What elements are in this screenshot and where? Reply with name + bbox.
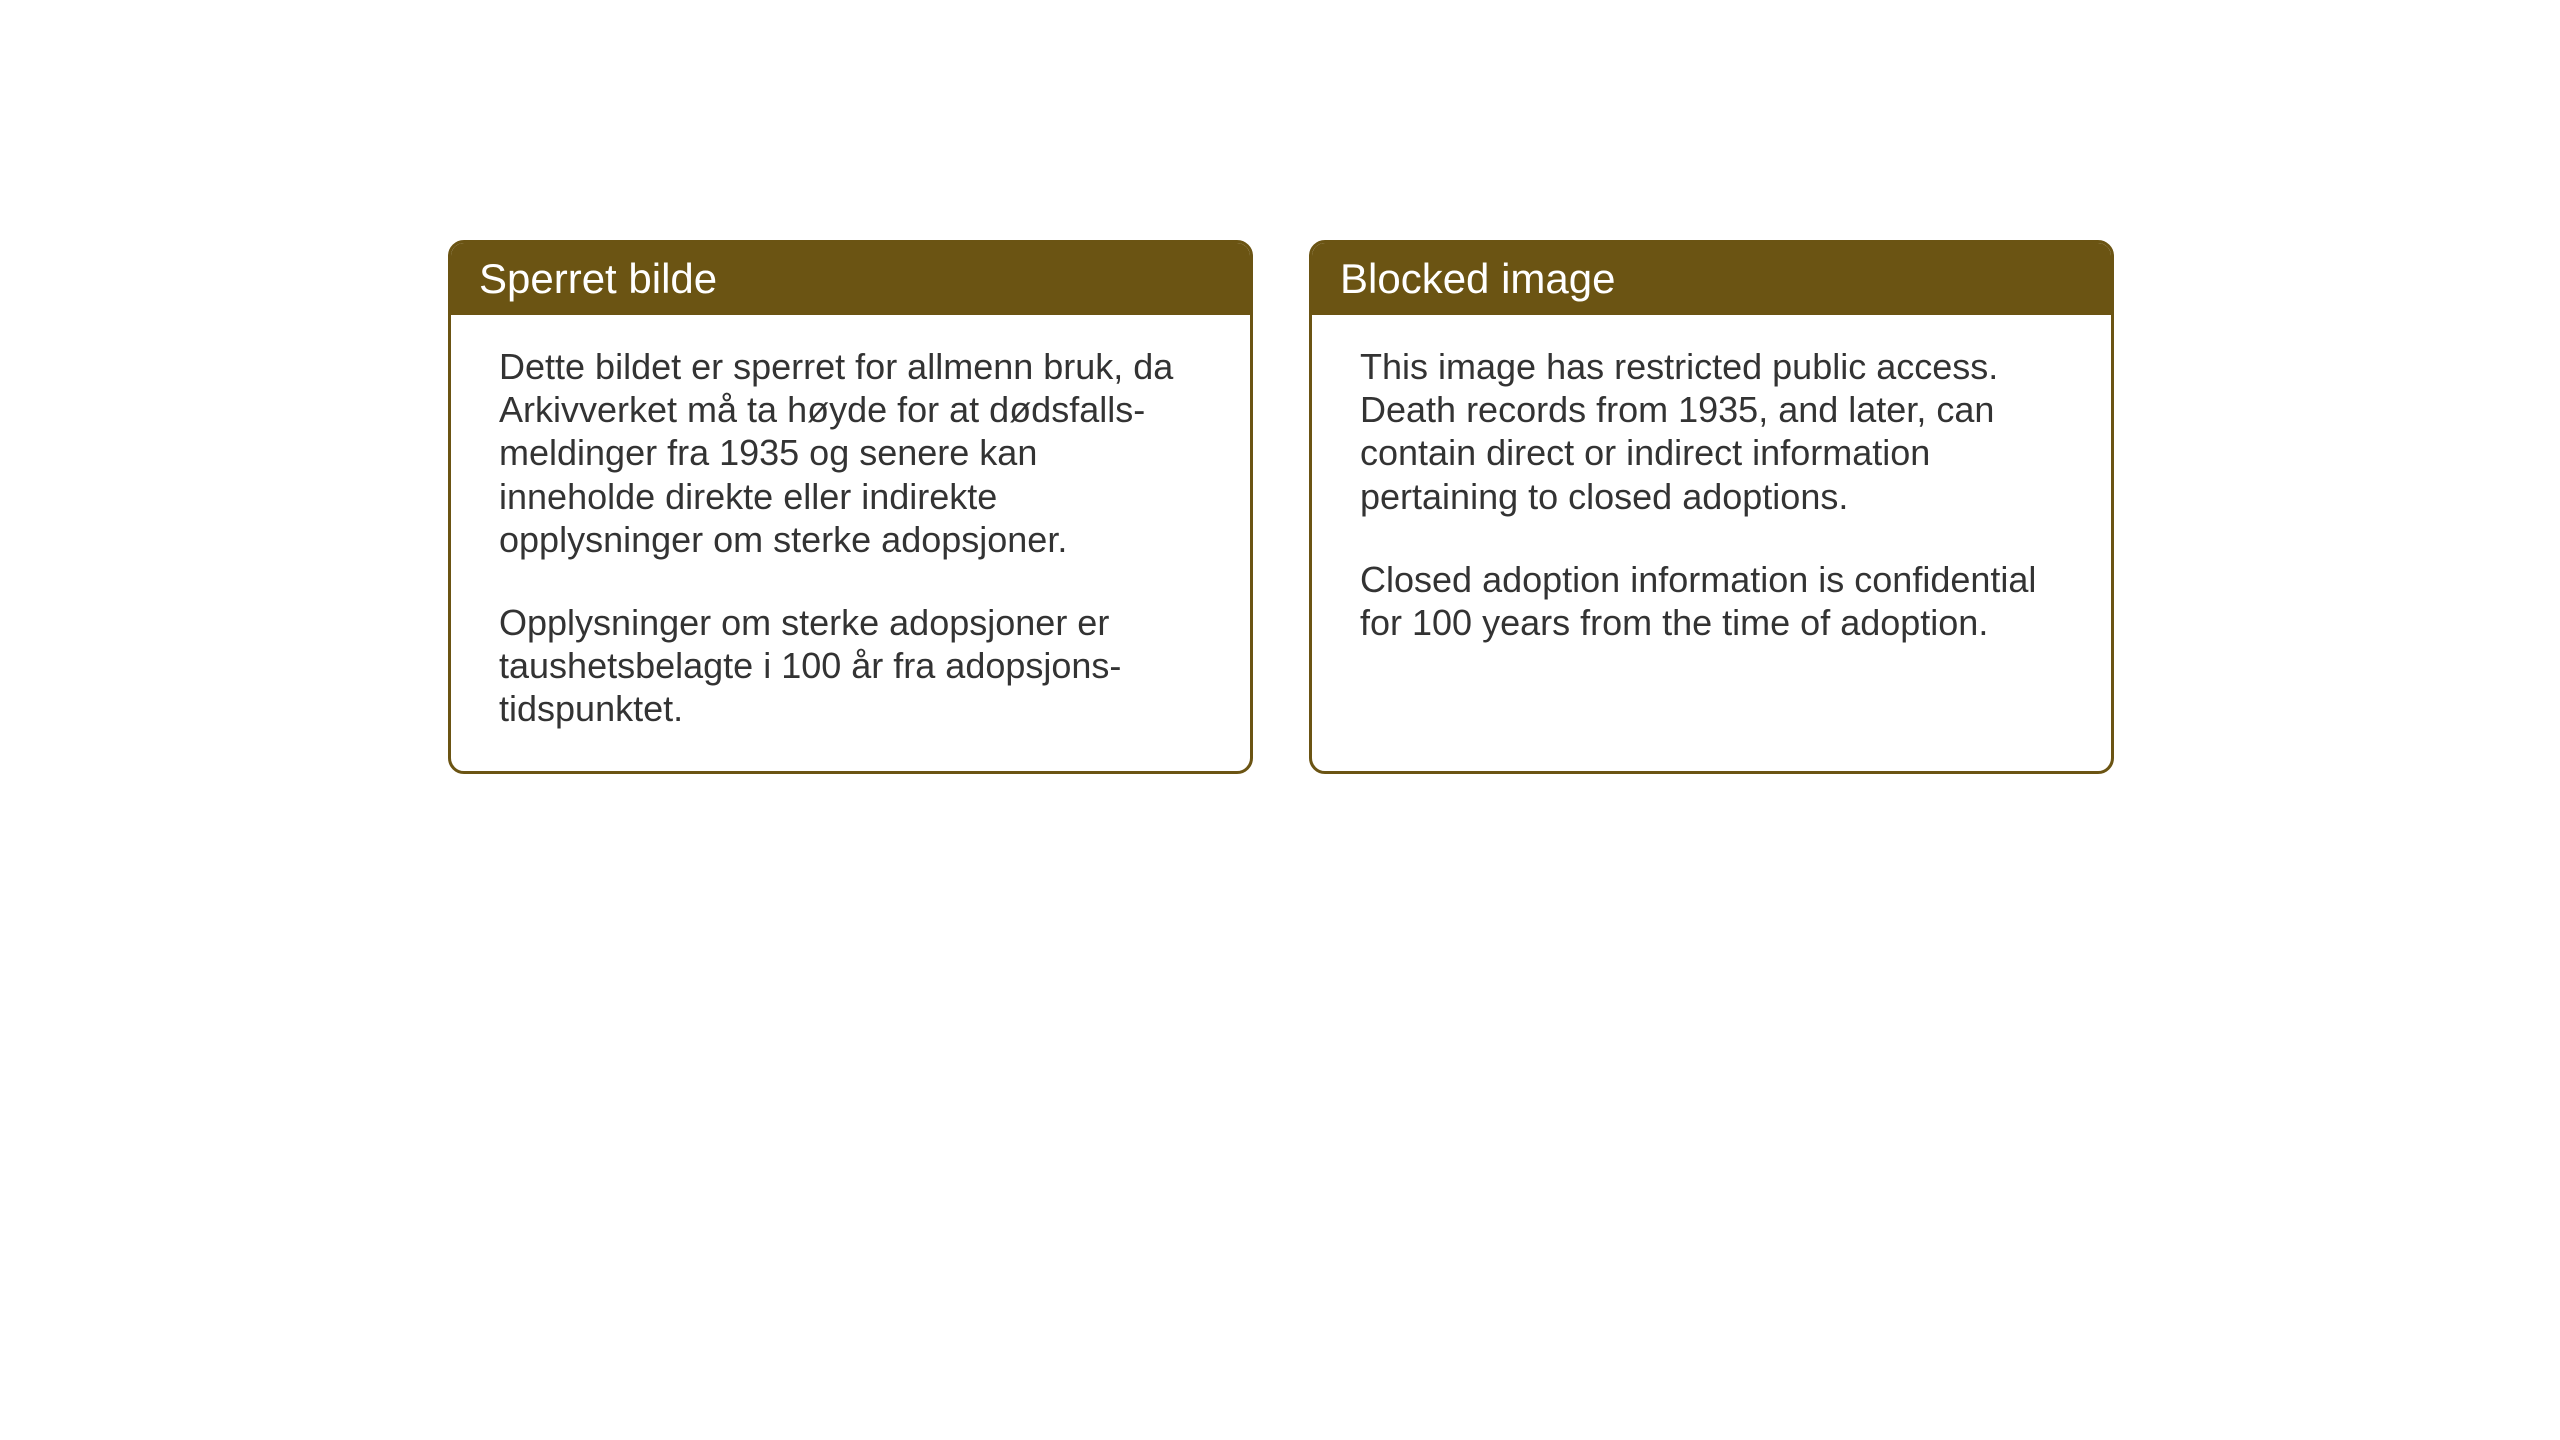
norwegian-paragraph-2: Opplysninger om sterke adopsjoner er tau… <box>499 601 1202 731</box>
english-card-title: Blocked image <box>1312 243 2111 315</box>
norwegian-notice-card: Sperret bilde Dette bildet er sperret fo… <box>448 240 1253 774</box>
norwegian-card-title: Sperret bilde <box>451 243 1250 315</box>
norwegian-paragraph-1: Dette bildet er sperret for allmenn bruk… <box>499 345 1202 561</box>
english-paragraph-1: This image has restricted public access.… <box>1360 345 2063 518</box>
english-notice-card: Blocked image This image has restricted … <box>1309 240 2114 774</box>
norwegian-card-body: Dette bildet er sperret for allmenn bruk… <box>451 315 1250 771</box>
english-card-body: This image has restricted public access.… <box>1312 315 2111 684</box>
notice-container: Sperret bilde Dette bildet er sperret fo… <box>448 240 2114 774</box>
english-paragraph-2: Closed adoption information is confident… <box>1360 558 2063 644</box>
